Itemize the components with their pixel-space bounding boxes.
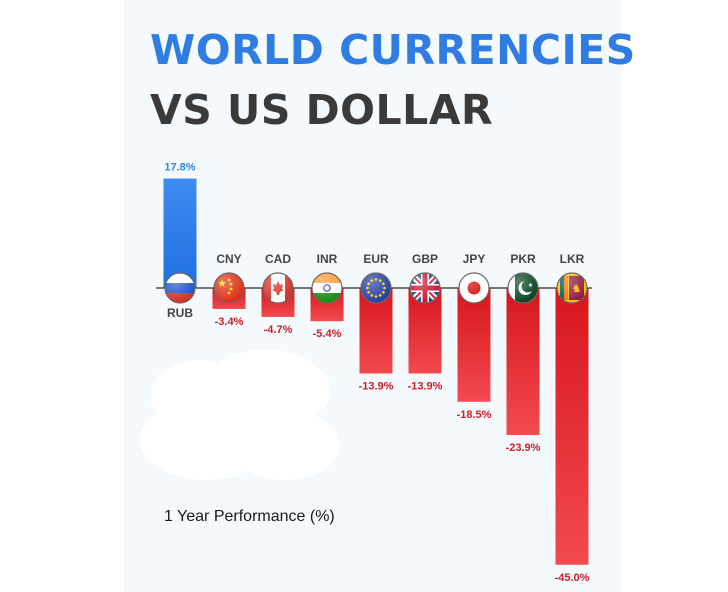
value-label-pkr: -23.9% bbox=[506, 442, 541, 454]
performance-caption: 1 Year Performance (%) bbox=[164, 508, 335, 525]
india-flag-icon bbox=[311, 272, 343, 304]
value-label-eur: -13.9% bbox=[359, 380, 394, 392]
canada-flag-icon bbox=[262, 272, 294, 304]
bar-lkr bbox=[555, 288, 589, 565]
sri-lanka-flag-icon: ♞ bbox=[556, 272, 588, 304]
bar-jpy bbox=[457, 288, 491, 402]
value-label-gbp: -13.9% bbox=[408, 380, 443, 392]
value-label-cny: -3.4% bbox=[215, 316, 244, 328]
chart-title-line-1: WORLD CURRENCIES bbox=[150, 26, 636, 74]
value-label-inr: -5.4% bbox=[313, 328, 342, 340]
tick-label-cad: CAD bbox=[265, 252, 291, 266]
chart-title-line-2: VS US DOLLAR bbox=[150, 86, 494, 134]
tick-label-inr: INR bbox=[317, 252, 338, 266]
bar-pkr bbox=[506, 288, 540, 435]
tick-label-pkr: PKR bbox=[510, 252, 536, 266]
value-label-jpy: -18.5% bbox=[457, 409, 492, 421]
eu-flag-icon bbox=[360, 272, 392, 304]
value-label-cad: -4.7% bbox=[264, 324, 293, 336]
japan-flag-icon bbox=[458, 272, 490, 304]
smudge bbox=[230, 410, 340, 480]
tick-label-jpy: JPY bbox=[463, 252, 486, 266]
tick-label-lkr: LKR bbox=[560, 252, 585, 266]
tick-label-rub: RUB bbox=[167, 306, 193, 320]
china-flag-icon: ★ bbox=[213, 272, 245, 304]
uk-flag-icon bbox=[409, 272, 441, 304]
value-label-rub: 17.8% bbox=[164, 162, 195, 174]
tick-label-eur: EUR bbox=[363, 252, 389, 266]
pakistan-flag-icon: ★ bbox=[507, 272, 539, 304]
tick-label-cny: CNY bbox=[216, 252, 241, 266]
bar-rub bbox=[163, 178, 197, 288]
value-label-lkr: -45.0% bbox=[555, 572, 590, 584]
russia-flag-icon bbox=[164, 272, 196, 304]
tick-label-gbp: GBP bbox=[412, 252, 438, 266]
